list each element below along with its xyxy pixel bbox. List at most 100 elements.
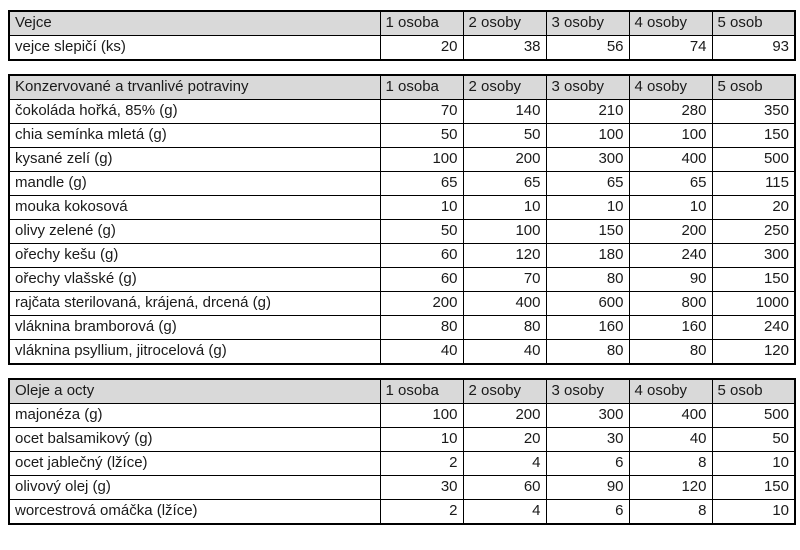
value-cell: 10 [462,195,547,220]
table-row: rajčata sterilovaná, krájená, drcená (g)… [8,291,796,316]
row-label: mandle (g) [8,171,381,196]
value-cell: 800 [628,291,713,316]
row-label: ořechy kešu (g) [8,243,381,268]
column-header: 5 osob [711,10,796,36]
value-cell: 400 [628,403,713,428]
value-cell: 30 [545,427,630,452]
value-cell: 50 [462,123,547,148]
column-header: 2 osoby [462,74,547,100]
table-row: kysané zelí (g) 100 200 300 400 500 [8,147,796,172]
value-cell: 20 [379,35,464,61]
value-cell: 100 [545,123,630,148]
value-cell: 100 [379,403,464,428]
value-cell: 400 [462,291,547,316]
value-cell: 10 [545,195,630,220]
value-cell: 150 [711,123,796,148]
row-label: kysané zelí (g) [8,147,381,172]
value-cell: 1000 [711,291,796,316]
value-cell: 65 [545,171,630,196]
value-cell: 50 [711,427,796,452]
value-cell: 100 [379,147,464,172]
value-cell: 10 [711,451,796,476]
food-quantity-tables: Vejce 1 osoba 2 osoby 3 osoby 4 osoby 5 osob… [8,10,796,525]
value-cell: 200 [462,403,547,428]
value-cell: 115 [711,171,796,196]
value-cell: 350 [711,99,796,124]
column-header: 1 osoba [379,74,464,100]
row-label: vláknina bramborová (g) [8,315,381,340]
value-cell: 150 [711,267,796,292]
value-cell: 90 [628,267,713,292]
value-cell: 240 [711,315,796,340]
table-row: vejce slepičí (ks) 20 38 56 74 93 [8,35,796,61]
table-row: chia semínka mletá (g) 50 50 100 100 150 [8,123,796,148]
section-header-row: Konzervované a trvanlivé potraviny 1 oso… [8,74,796,100]
column-header: 5 osob [711,378,796,404]
value-cell: 280 [628,99,713,124]
column-header: 2 osoby [462,378,547,404]
value-cell: 80 [545,267,630,292]
value-cell: 160 [545,315,630,340]
value-cell: 300 [545,403,630,428]
value-cell: 200 [379,291,464,316]
row-label: mouka kokosová [8,195,381,220]
value-cell: 40 [462,339,547,365]
table-row: olivy zelené (g) 50 100 150 200 250 [8,219,796,244]
value-cell: 40 [628,427,713,452]
value-cell: 70 [462,267,547,292]
row-label: čokoláda hořká, 85% (g) [8,99,381,124]
value-cell: 20 [711,195,796,220]
column-header: 1 osoba [379,378,464,404]
value-cell: 10 [628,195,713,220]
value-cell: 80 [379,315,464,340]
value-cell: 160 [628,315,713,340]
section-table-0: Vejce 1 osoba 2 osoby 3 osoby 4 osoby 5 osob… [8,10,796,61]
value-cell: 50 [379,123,464,148]
value-cell: 2 [379,451,464,476]
column-header: 3 osoby [545,378,630,404]
value-cell: 38 [462,35,547,61]
row-label: worcestrová omáčka (lžíce) [8,499,381,525]
row-label: rajčata sterilovaná, krájená, drcená (g) [8,291,381,316]
value-cell: 50 [379,219,464,244]
value-cell: 120 [628,475,713,500]
value-cell: 8 [628,499,713,525]
value-cell: 80 [545,339,630,365]
value-cell: 180 [545,243,630,268]
value-cell: 60 [379,243,464,268]
value-cell: 4 [462,499,547,525]
section-title: Oleje a octy [8,378,381,404]
value-cell: 8 [628,451,713,476]
value-cell: 10 [379,427,464,452]
value-cell: 120 [711,339,796,365]
row-label: olivový olej (g) [8,475,381,500]
value-cell: 65 [462,171,547,196]
column-header: 1 osoba [379,10,464,36]
value-cell: 56 [545,35,630,61]
table-row: ocet balsamikový (g) 10 20 30 40 50 [8,427,796,452]
table-row: ořechy vlašské (g) 60 70 80 90 150 [8,267,796,292]
value-cell: 400 [628,147,713,172]
table-row: mandle (g) 65 65 65 65 115 [8,171,796,196]
table-row: majonéza (g) 100 200 300 400 500 [8,403,796,428]
value-cell: 100 [628,123,713,148]
section-table-1: Konzervované a trvanlivé potraviny 1 oso… [8,74,796,365]
value-cell: 150 [711,475,796,500]
table-row: čokoláda hořká, 85% (g) 70 140 210 280 350 [8,99,796,124]
column-header: 5 osob [711,74,796,100]
value-cell: 240 [628,243,713,268]
value-cell: 140 [462,99,547,124]
value-cell: 10 [711,499,796,525]
value-cell: 6 [545,451,630,476]
column-header: 3 osoby [545,10,630,36]
value-cell: 500 [711,403,796,428]
table-row: vláknina bramborová (g) 80 80 160 160 240 [8,315,796,340]
table-row: olivový olej (g) 30 60 90 120 150 [8,475,796,500]
row-label: ocet balsamikový (g) [8,427,381,452]
value-cell: 60 [462,475,547,500]
column-header: 4 osoby [628,10,713,36]
value-cell: 80 [462,315,547,340]
value-cell: 65 [628,171,713,196]
value-cell: 74 [628,35,713,61]
value-cell: 70 [379,99,464,124]
